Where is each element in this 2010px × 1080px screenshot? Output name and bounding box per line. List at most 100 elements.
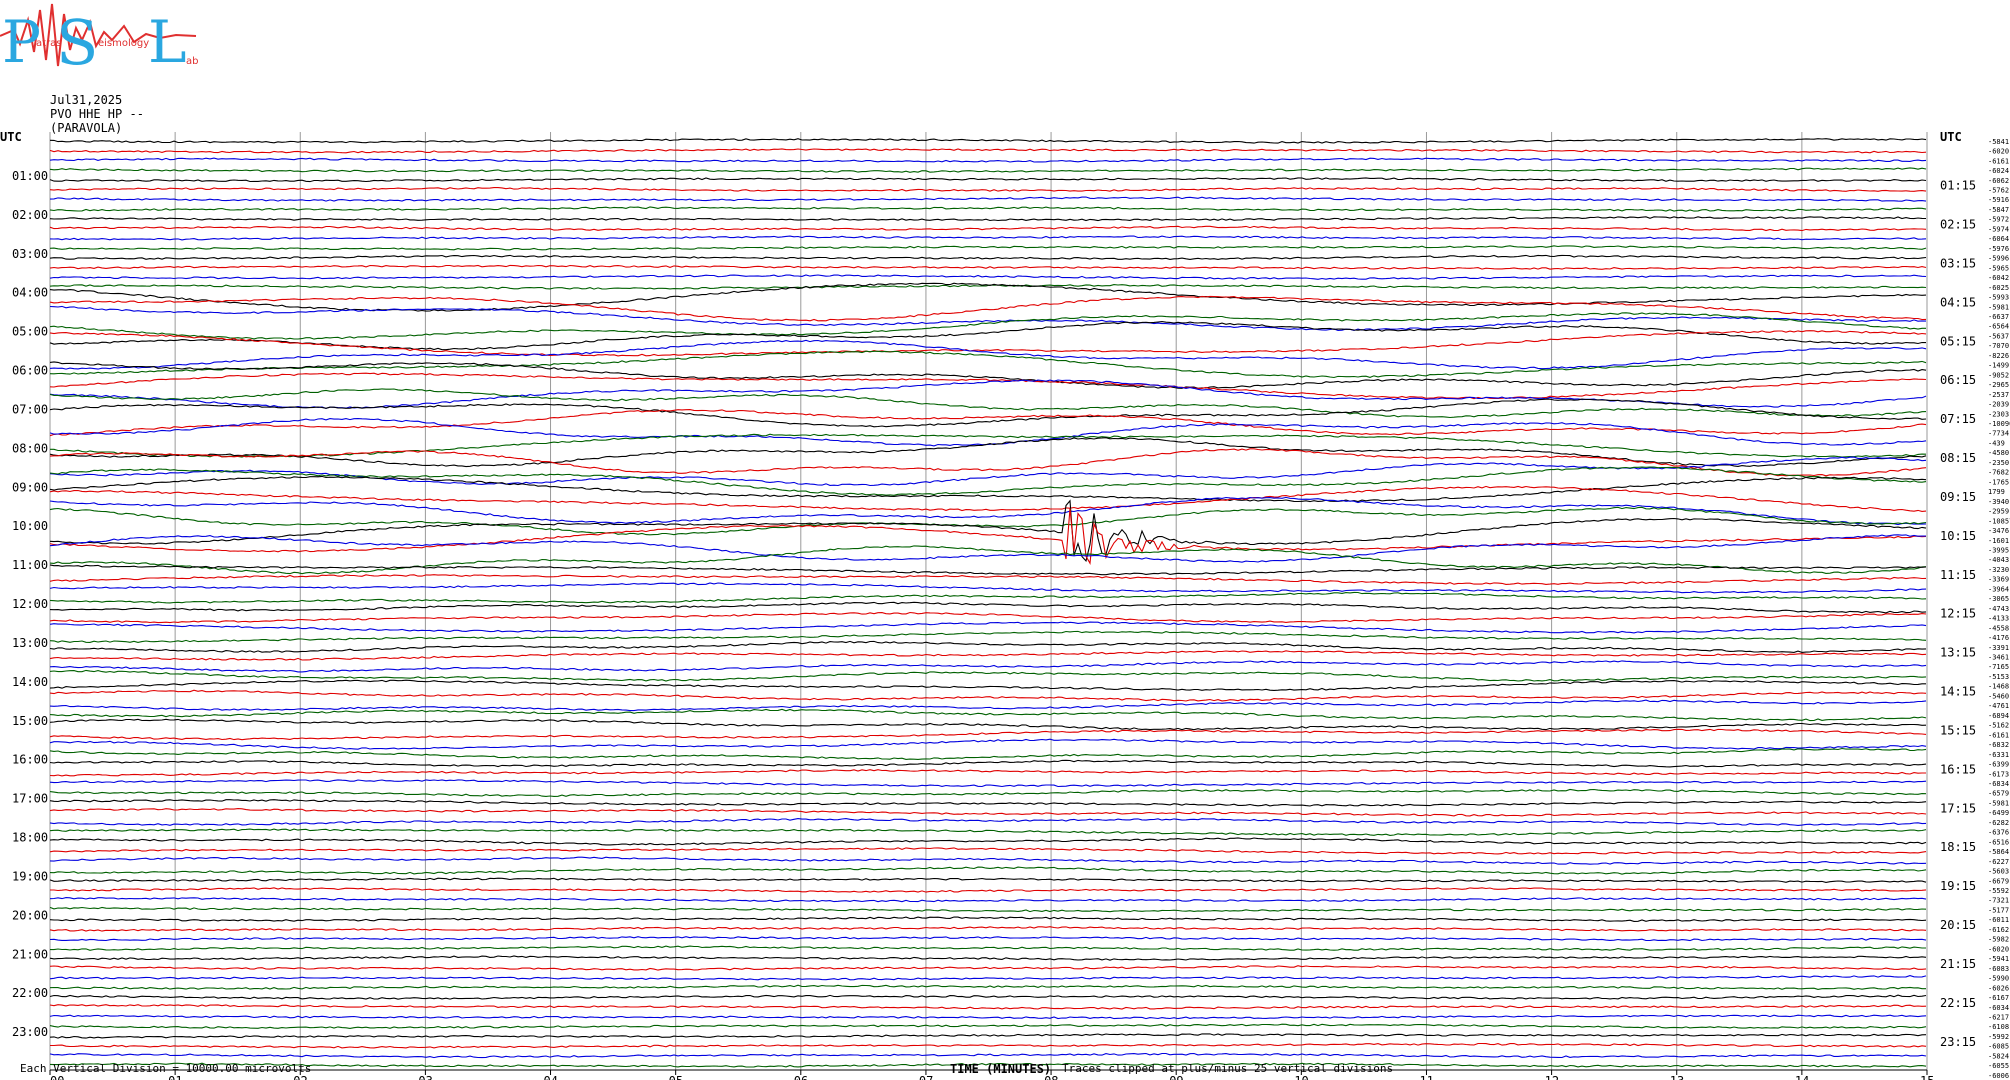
trace-row (49, 388, 1927, 419)
trace-row (49, 738, 1927, 750)
row-offset: -1468 (1988, 683, 2009, 691)
trace-row (49, 167, 1927, 173)
trace-row (49, 157, 1927, 163)
x-tick-label: 06 (794, 1074, 808, 1080)
row-offset: -5864 (1988, 848, 2009, 856)
left-hour-label: 15:00 (12, 714, 48, 728)
row-offset: -6011 (1988, 916, 2009, 924)
left-hour-label: 13:00 (12, 636, 48, 650)
row-offset: -6162 (1988, 926, 2009, 934)
row-offset: -4133 (1988, 615, 2009, 623)
trace-row (49, 187, 1927, 192)
trace-row (49, 282, 1927, 312)
trace-row (49, 274, 1927, 280)
row-offset: -6637 (1988, 313, 2009, 321)
trace-row (49, 177, 1927, 183)
trace-row (49, 312, 1926, 340)
trace-row (49, 448, 1927, 477)
left-hour-label: 20:00 (12, 908, 48, 922)
row-offset: -5976 (1988, 245, 2009, 253)
trace-row (49, 138, 1927, 144)
left-hour-label: 16:00 (12, 753, 48, 767)
logo-letter-s: S (56, 6, 98, 72)
row-offset: -7734 (1988, 430, 2009, 438)
left-hour-label: 14:00 (12, 675, 48, 689)
trace-row (49, 372, 1927, 400)
left-hour-label: 06:00 (12, 364, 48, 378)
left-hour-label: 23:00 (12, 1025, 48, 1039)
trace-row (49, 818, 1927, 826)
row-offset: -6331 (1988, 751, 2009, 759)
trace-row (49, 534, 1926, 563)
x-axis-title: TIME (MINUTES) (950, 1062, 1052, 1076)
trace-row (49, 994, 1927, 1000)
row-offset: -4043 (1988, 556, 2009, 564)
trace-row (49, 245, 1927, 251)
row-offset: -5981 (1988, 303, 2009, 311)
row-offset: -6516 (1988, 838, 2009, 846)
x-tick-label: 02 (293, 1074, 307, 1080)
trace-row (49, 1062, 1927, 1068)
trace-row (49, 339, 1927, 370)
trace-row (49, 847, 1927, 855)
row-offset: -2537 (1988, 391, 2009, 399)
trace-row (49, 564, 1927, 576)
row-offset: -3940 (1988, 498, 2009, 506)
right-hour-label: 10:15 (1940, 529, 1976, 543)
right-hour-label: 14:15 (1940, 685, 1976, 699)
scale-note: Each Vertical Division = 10000.00 microv… (20, 1062, 312, 1075)
trace-row (49, 788, 1927, 797)
row-offset: -9052 (1988, 371, 2009, 379)
trace-row (49, 225, 1927, 232)
row-offset: -6564 (1988, 323, 2009, 331)
left-hour-label: 07:00 (12, 402, 48, 416)
trace-row (49, 295, 1927, 322)
right-hour-label: 13:15 (1940, 646, 1976, 660)
trace-row (49, 330, 1927, 357)
row-offset: -3230 (1988, 566, 2009, 574)
row-offset: -5941 (1988, 955, 2009, 963)
row-offset: -6167 (1988, 994, 2009, 1002)
left-hour-label: 18:00 (12, 831, 48, 845)
trace-row (49, 379, 1927, 409)
row-offset: -7070 (1988, 342, 2009, 350)
row-offset: -5162 (1988, 722, 2009, 730)
right-hour-label: 08:15 (1940, 451, 1976, 465)
trace-row (49, 264, 1927, 270)
row-offset: -6679 (1988, 877, 2009, 885)
row-offset: -2039 (1988, 401, 2009, 409)
trace-row (49, 856, 1927, 865)
trace-row (49, 975, 1927, 981)
trace-row (49, 679, 1926, 691)
trace-row (50, 433, 1927, 458)
row-offset: -4558 (1988, 624, 2009, 632)
row-offset: -5916 (1988, 196, 2009, 204)
right-hour-label: 12:15 (1940, 607, 1976, 621)
x-tick-label: 04 (544, 1074, 558, 1080)
header-location: (PARAVOLA) (50, 121, 123, 135)
trace-row (49, 926, 1927, 932)
right-hour-label: 23:15 (1940, 1035, 1976, 1049)
row-offset: -4743 (1988, 605, 2009, 613)
x-tick-label: 01 (168, 1074, 182, 1080)
trace-row (49, 601, 1927, 614)
trace-row (49, 574, 1927, 585)
left-hour-label: 19:00 (12, 869, 48, 883)
trace-row (49, 485, 1927, 512)
right-hour-label: 02:15 (1940, 218, 1976, 232)
row-offset: -3964 (1988, 585, 2009, 593)
logo-tagline-3: ab (186, 56, 198, 67)
trace-row (49, 466, 1927, 496)
trace-row (49, 496, 1927, 526)
row-offset: -6161 (1988, 157, 2009, 165)
trace-row (49, 866, 1927, 875)
row-offset: -6006 (1988, 1072, 2009, 1080)
left-utc-label: UTC (0, 130, 22, 144)
trace-row (49, 808, 1927, 817)
row-offset: -10857 (1988, 517, 2010, 525)
trace-row (49, 936, 1927, 942)
row-offset: -7682 (1988, 469, 2009, 477)
row-offset: -5824 (1988, 1052, 2009, 1060)
row-offset: -5974 (1988, 225, 2009, 233)
trace-row (49, 305, 1927, 332)
